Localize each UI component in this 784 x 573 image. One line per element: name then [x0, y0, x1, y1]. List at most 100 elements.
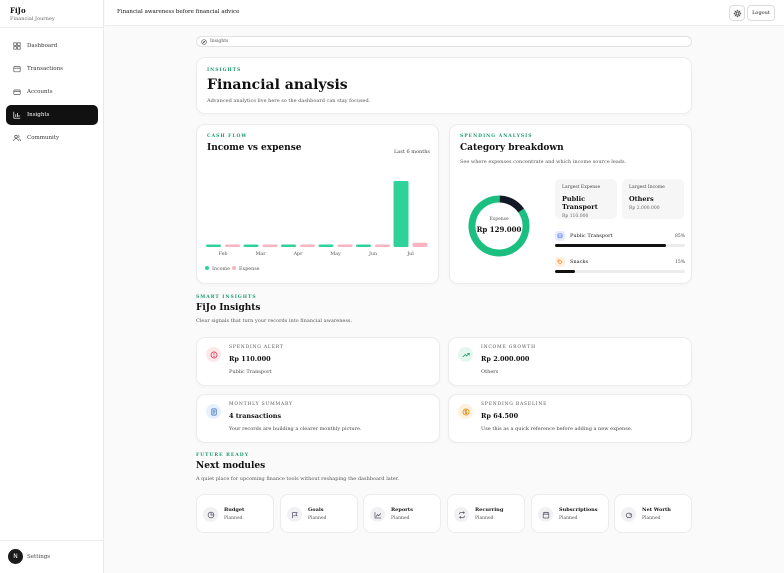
x-tick-label: Mar: [255, 251, 266, 257]
insight-kicker: SPENDING BASELINE: [481, 402, 548, 407]
spending-card: SPENDING ANALYSIS Category breakdown See…: [449, 124, 692, 284]
topbar: Financial awareness before financial adv…: [105, 0, 784, 26]
insight-kicker: SPENDING ALERT: [229, 345, 284, 350]
sidebar-item-community[interactable]: Community: [6, 128, 98, 148]
breadcrumb-label: Insights: [210, 39, 229, 44]
brand[interactable]: FiJo Financial Journey: [10, 6, 55, 22]
module-card-budget[interactable]: Budget Planned: [196, 494, 274, 533]
donut-label: Expense: [489, 217, 509, 222]
module-card-reports[interactable]: Reports Planned: [363, 494, 441, 533]
sidebar-item-accounts[interactable]: Accounts: [6, 82, 98, 102]
insight-detail: Others: [481, 369, 499, 375]
category-row-public-transport[interactable]: Public Transport 85%: [555, 231, 685, 247]
sidebar-item-dashboard[interactable]: Dashboard: [6, 36, 98, 56]
cashflow-eyebrow: CASH FLOW: [207, 134, 248, 139]
module-name: Goals: [308, 507, 324, 513]
settings-button[interactable]: [729, 5, 745, 21]
bar-income-jul: [393, 181, 409, 247]
x-tick-label: Jul: [406, 251, 414, 257]
settings-link[interactable]: Settings: [27, 553, 51, 560]
gear-icon: [733, 9, 741, 17]
piggy-icon: [621, 507, 636, 522]
donut-slice-public-transport: [468, 195, 530, 257]
category-row-snacks[interactable]: Snacks 15%: [555, 257, 685, 273]
sidebar-item-label: Community: [27, 135, 60, 141]
future-subtitle: A quiet place for upcoming finance tools…: [196, 476, 400, 482]
module-card-net-worth[interactable]: Net Worth Planned: [614, 494, 692, 533]
hero-card: INSIGHTS Financial analysis Advanced ana…: [196, 57, 692, 114]
smart-title: FiJo Insights: [196, 303, 261, 313]
logout-button[interactable]: Logout: [747, 5, 775, 21]
legend-label: Expense: [239, 266, 260, 272]
legend-swatch: [232, 266, 236, 270]
brand-tagline: Financial Journey: [10, 16, 55, 22]
largest-income-label: Largest Income: [629, 185, 665, 190]
brand-name: FiJo: [10, 6, 26, 15]
spending-eyebrow: SPENDING ANALYSIS: [460, 134, 533, 139]
insight-card-monthly-summary[interactable]: MONTHLY SUMMARY 4 transactions Your reco…: [196, 394, 440, 443]
insight-card-spending-alert[interactable]: SPENDING ALERT Rp 110.000 Public Transpo…: [196, 337, 440, 386]
hero-eyebrow: INSIGHTS: [207, 68, 242, 73]
avatar[interactable]: N: [8, 549, 23, 564]
trending-up-icon: [458, 347, 473, 362]
legend-swatch: [205, 266, 209, 270]
card-icon: [13, 89, 21, 95]
future-eyebrow: FUTURE READY: [196, 453, 249, 458]
sidebar-item-transactions[interactable]: Transactions: [6, 59, 98, 79]
users-icon: [13, 134, 21, 142]
document-icon: [206, 404, 221, 419]
bar-income-mar: [243, 244, 259, 247]
module-status: Planned: [475, 516, 494, 521]
sidebar-footer[interactable]: N Settings: [8, 549, 50, 564]
category-percent: 85%: [674, 233, 685, 239]
dashboard-icon: [13, 42, 21, 50]
module-card-recurring[interactable]: Recurring Planned: [447, 494, 525, 533]
module-name: Subscriptions: [559, 507, 598, 513]
bar-expense-apr: [300, 244, 315, 247]
line-chart-icon: [370, 507, 385, 522]
largest-income-card: Largest Income Others Rp 2.000.000: [622, 179, 684, 219]
category-bar-track: [555, 270, 685, 273]
sidebar-item-label: Dashboard: [27, 43, 58, 49]
bar-chart-icon: [13, 111, 21, 119]
donut-value: Rp 129.000: [476, 225, 522, 234]
breadcrumb[interactable]: Insights: [196, 36, 692, 47]
period-label[interactable]: Last 6 months: [393, 149, 430, 155]
insight-value: Rp 110.000: [229, 355, 271, 363]
sidebar-item-label: Accounts: [27, 89, 53, 95]
bar-income-may: [318, 244, 334, 247]
module-card-subscriptions[interactable]: Subscriptions Planned: [531, 494, 609, 533]
module-name: Reports: [391, 507, 413, 513]
insight-card-spending-baseline[interactable]: SPENDING BASELINE Rp 64.500 Use this as …: [448, 394, 692, 443]
bus-icon: [555, 231, 565, 241]
x-tick-label: Jun: [368, 251, 377, 257]
largest-expense-name: Public Transport: [562, 195, 598, 211]
cashflow-card: CASH FLOW Income vs expense Last 6 month…: [196, 124, 439, 284]
x-tick-label: Apr: [293, 251, 304, 257]
insight-detail: Use this as a quick reference before add…: [481, 426, 633, 432]
smart-subtitle: Clear signals that turn your records int…: [196, 318, 353, 324]
hero-subtitle: Advanced analytics live here so the dash…: [207, 98, 371, 104]
module-status: Planned: [308, 516, 327, 521]
insight-value: Rp 2.000.000: [481, 355, 530, 363]
category-percent: 15%: [674, 259, 685, 265]
sidebar-item-label: Insights: [27, 112, 50, 118]
module-status: Planned: [559, 516, 578, 521]
calendar-icon: [538, 507, 553, 522]
bar-expense-jun: [375, 244, 390, 247]
insight-kicker: INCOME GROWTH: [481, 345, 536, 350]
largest-expense-amount: Rp 110.000: [562, 214, 589, 219]
module-status: Planned: [642, 516, 661, 521]
cashflow-chart: Feb Mar Apr May Jun Jul Income Expense: [205, 181, 428, 272]
module-card-goals[interactable]: Goals Planned: [280, 494, 358, 533]
sidebar-item-insights[interactable]: Insights: [6, 105, 98, 125]
x-tick-label: May: [330, 251, 341, 257]
bar-income-apr: [281, 244, 296, 247]
insight-detail: Your records are building a clearer mont…: [229, 426, 362, 432]
sidebar-item-label: Transactions: [27, 66, 63, 72]
smart-eyebrow: SMART INSIGHTS: [196, 295, 257, 300]
insight-card-income-growth[interactable]: INCOME GROWTH Rp 2.000.000 Others: [448, 337, 692, 386]
expense-donut: Expense Rp 129.000: [460, 187, 538, 265]
tag-icon: [555, 257, 565, 267]
bar-expense-mar: [262, 244, 278, 247]
